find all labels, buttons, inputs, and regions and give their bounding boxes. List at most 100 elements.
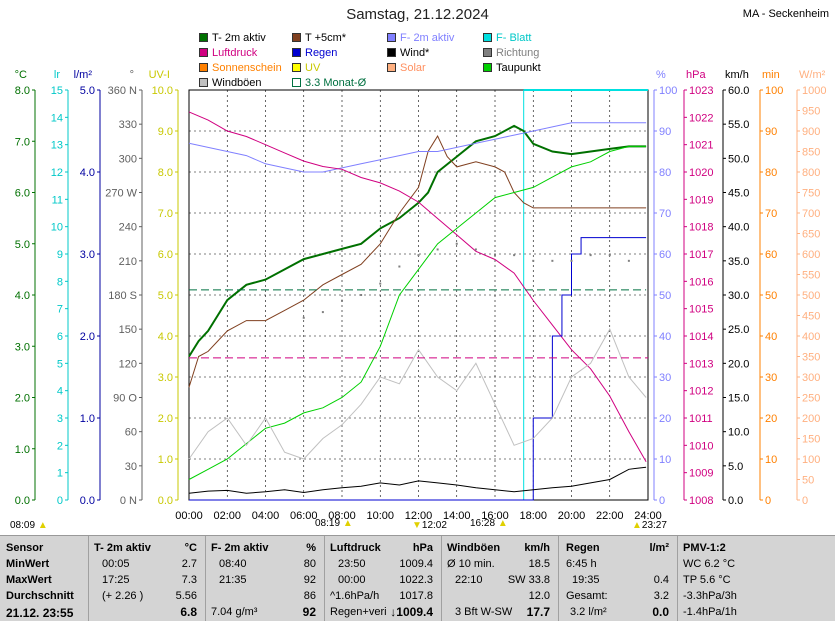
- axis-tick-label: 0: [57, 495, 63, 507]
- axis-tick-label: 60: [765, 249, 777, 261]
- series-point: [379, 282, 382, 285]
- axis-tick-label: 9: [57, 249, 63, 261]
- axis-tick-label: 330: [119, 119, 137, 131]
- legend-item: UV: [292, 61, 320, 76]
- series-point: [627, 259, 630, 262]
- col-t2m: T- 2m aktiv °C 00:05 2.7 17:25 7.3 (+ 2.…: [88, 536, 206, 621]
- axis-tick-label: 100: [765, 85, 783, 97]
- axis-unit-label: UV-I: [149, 69, 170, 81]
- t2m-avg-value: 5.56: [175, 590, 197, 602]
- axis-tick-label: 7: [57, 304, 63, 316]
- axis-tick-label: 13: [51, 140, 63, 152]
- axis-tick-label: 0.0: [158, 495, 173, 507]
- wind-max-time: 22:10: [455, 574, 483, 586]
- axis-tick-label: 850: [802, 147, 820, 159]
- f2m-avg-value: 86: [303, 590, 316, 602]
- legend-item: 3.3 Monat-Ø: [292, 76, 366, 91]
- axis-tick-label: 10: [659, 454, 671, 466]
- col-sensor: Sensor MinWert MaxWert Durchschnitt 21.1…: [0, 536, 89, 621]
- axis-tick-label: 14: [51, 112, 63, 124]
- x-tick-label: 14:00: [443, 510, 471, 522]
- axis-tick-label: 360 N: [108, 85, 137, 97]
- axis-tick-label: 8: [57, 276, 63, 288]
- axis-tick-label: 1012: [689, 386, 713, 398]
- legend-swatch: [199, 48, 208, 57]
- axis-tick-label: 1009: [689, 468, 713, 480]
- axis-tick-label: 1020: [689, 167, 713, 179]
- legend-item: Luftdruck: [199, 46, 257, 61]
- pressure-avg-value: 1017.8: [399, 590, 433, 602]
- col-wind: Windböen km/h Ø 10 min. 18.5 22:10 SW 33…: [441, 536, 559, 621]
- axis-tick-label: 400: [802, 331, 820, 343]
- axis-tick-label: 60: [659, 249, 671, 261]
- arrow-down-icon: ↓: [390, 605, 397, 619]
- axis-tick-label: 9.0: [158, 126, 173, 138]
- legend-label: Regen: [305, 47, 338, 59]
- x-tick-label: 04:00: [252, 510, 280, 522]
- legend-item: T +5cm*: [292, 31, 346, 46]
- t2m-min-value: 2.7: [181, 558, 197, 570]
- axis-tick-label: 100: [659, 85, 677, 97]
- x-tick-label: 10:00: [366, 510, 394, 522]
- axis-unit-label: °C: [15, 69, 27, 81]
- t2m-max-value: 7.3: [181, 574, 197, 586]
- axis-tick-label: 5.0: [80, 85, 95, 97]
- axis-tick-label: 11: [52, 194, 63, 206]
- axis-tick-label: 0: [765, 495, 771, 507]
- series-point: [494, 254, 496, 257]
- axis-tick-label: 0.0: [15, 495, 30, 507]
- col-f2m: F- 2m aktiv % 08:40 80 21:35 92 86 7.04 …: [205, 536, 325, 621]
- axis-tick-label: 210: [119, 256, 137, 268]
- rain-total-value: 3.2: [653, 590, 669, 602]
- axis-tick-label: 1014: [689, 331, 713, 343]
- wind-avg-label: Ø 10 min.: [447, 558, 495, 570]
- axis-tick-label: 5: [57, 358, 63, 370]
- axis-tick-label: 10.0: [728, 427, 749, 439]
- axis-tick-label: 6: [57, 331, 63, 343]
- axis-tick-label: 1: [57, 468, 63, 480]
- rain-max-value: 0.4: [653, 574, 669, 586]
- axis-tick-label: 240: [119, 222, 137, 234]
- axis-tick-label: 10: [765, 454, 777, 466]
- legend-swatch: [199, 63, 208, 72]
- rain-max-time: 19:35: [572, 574, 600, 586]
- f2m-min-time: 08:40: [219, 558, 247, 570]
- wind-beaufort: 3 Bft W-SW: [455, 606, 513, 618]
- axis-tick-label: 6.0: [15, 188, 30, 200]
- axis-tick-label: 450: [802, 311, 820, 323]
- axis-tick-label: 300: [119, 153, 137, 165]
- legend-item: Sonnenschein: [199, 61, 282, 76]
- series-line: [188, 328, 647, 460]
- legend-item: Richtung: [483, 46, 539, 61]
- series-point: [570, 259, 573, 262]
- series-point: [360, 294, 363, 296]
- axis-tick-label: 5.0: [158, 290, 173, 302]
- axis-tick-label: 1013: [689, 358, 713, 370]
- axis-tick-label: 1010: [689, 440, 713, 452]
- t2m-current: 6.8: [180, 605, 197, 619]
- avg-label: Durchschnitt: [6, 590, 74, 602]
- axis-tick-label: 1.0: [15, 444, 30, 456]
- series-line: [188, 122, 647, 173]
- axis-tick-label: 1.0: [80, 413, 95, 425]
- axis-tick-label: 4: [57, 386, 63, 398]
- legend-label: Windböen: [212, 77, 262, 89]
- pressure-trend: ^1.6hPa/h: [330, 590, 380, 602]
- station-name: MA - Seckenheim: [742, 8, 829, 20]
- pressure-header: Luftdruck: [330, 542, 381, 554]
- t2m-avg-delta: (+ 2.26 ): [102, 590, 144, 602]
- legend-swatch: [483, 48, 492, 57]
- axis-unit-label: W/m²: [799, 69, 826, 81]
- rain-header: Regen: [566, 542, 600, 554]
- x-tick-label: 12:00: [405, 510, 433, 522]
- wind-avg-value: 18.5: [528, 558, 550, 570]
- axis-tick-label: 750: [802, 188, 820, 200]
- legend-item: Windböen: [199, 76, 262, 91]
- axis-tick-label: 1021: [689, 140, 713, 152]
- col-rain: Regen l/m² 6:45 h 19:35 0.4 Gesamt: 3.2 …: [558, 536, 678, 621]
- f2m-header: F- 2m aktiv: [211, 542, 269, 554]
- axis-tick-label: 800: [802, 167, 820, 179]
- x-tick-label: 20:00: [558, 510, 586, 522]
- moonset-time: 08:19 ▲: [315, 518, 353, 529]
- series-point: [417, 254, 420, 257]
